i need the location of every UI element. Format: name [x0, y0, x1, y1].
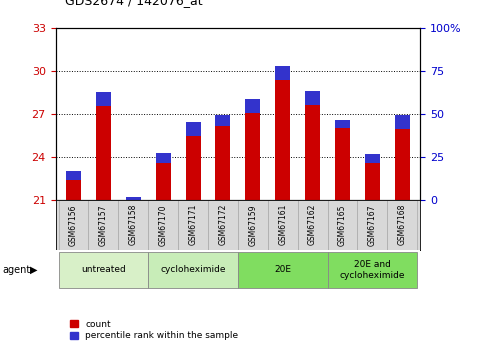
Bar [238, 252, 327, 288]
Bar [298, 200, 327, 250]
Text: GSM67157: GSM67157 [99, 204, 108, 246]
Bar [327, 200, 357, 250]
Bar [126, 197, 141, 200]
Bar [365, 154, 380, 163]
Text: 20E and
cycloheximide: 20E and cycloheximide [340, 260, 405, 280]
Bar [156, 152, 170, 163]
Bar [238, 200, 268, 250]
Bar [305, 91, 320, 105]
Bar [215, 115, 230, 200]
Bar [96, 92, 111, 200]
Bar [215, 115, 230, 126]
Text: cycloheximide: cycloheximide [160, 265, 226, 275]
Bar [275, 66, 290, 200]
Bar [58, 200, 88, 250]
Bar [395, 115, 410, 129]
Bar [96, 92, 111, 106]
Bar [357, 200, 387, 250]
Text: GSM67161: GSM67161 [278, 204, 287, 246]
Bar [365, 154, 380, 200]
Bar [156, 152, 170, 200]
Bar [327, 252, 417, 288]
Bar [88, 200, 118, 250]
Bar [275, 67, 290, 80]
Text: GSM67168: GSM67168 [398, 204, 407, 246]
Bar [387, 200, 417, 250]
Bar [148, 252, 238, 288]
Text: GSM67171: GSM67171 [188, 204, 198, 246]
Bar [208, 200, 238, 250]
Text: GSM67165: GSM67165 [338, 204, 347, 246]
Text: agent: agent [2, 265, 30, 275]
Text: GSM67156: GSM67156 [69, 204, 78, 246]
Text: GSM67170: GSM67170 [158, 204, 168, 246]
Bar [245, 99, 260, 200]
Bar [185, 122, 200, 200]
Bar [118, 200, 148, 250]
Bar [185, 122, 200, 136]
Text: GSM67162: GSM67162 [308, 204, 317, 246]
Text: GDS2674 / 142076_at: GDS2674 / 142076_at [65, 0, 203, 7]
Bar [58, 252, 148, 288]
Bar [335, 120, 350, 200]
Text: GSM67172: GSM67172 [218, 204, 227, 246]
Text: untreated: untreated [81, 265, 126, 275]
Bar [126, 197, 141, 215]
Bar [335, 120, 350, 128]
Bar [148, 200, 178, 250]
Bar [268, 200, 298, 250]
Bar [305, 91, 320, 200]
Bar [178, 200, 208, 250]
Text: GSM67159: GSM67159 [248, 204, 257, 246]
Text: GSM67167: GSM67167 [368, 204, 377, 246]
Bar [66, 171, 81, 200]
Text: ▶: ▶ [30, 265, 38, 275]
Legend: count, percentile rank within the sample: count, percentile rank within the sample [70, 320, 238, 341]
Bar [395, 115, 410, 200]
Bar [66, 171, 81, 180]
Bar [245, 99, 260, 113]
Text: 20E: 20E [274, 265, 291, 275]
Text: GSM67158: GSM67158 [129, 204, 138, 246]
